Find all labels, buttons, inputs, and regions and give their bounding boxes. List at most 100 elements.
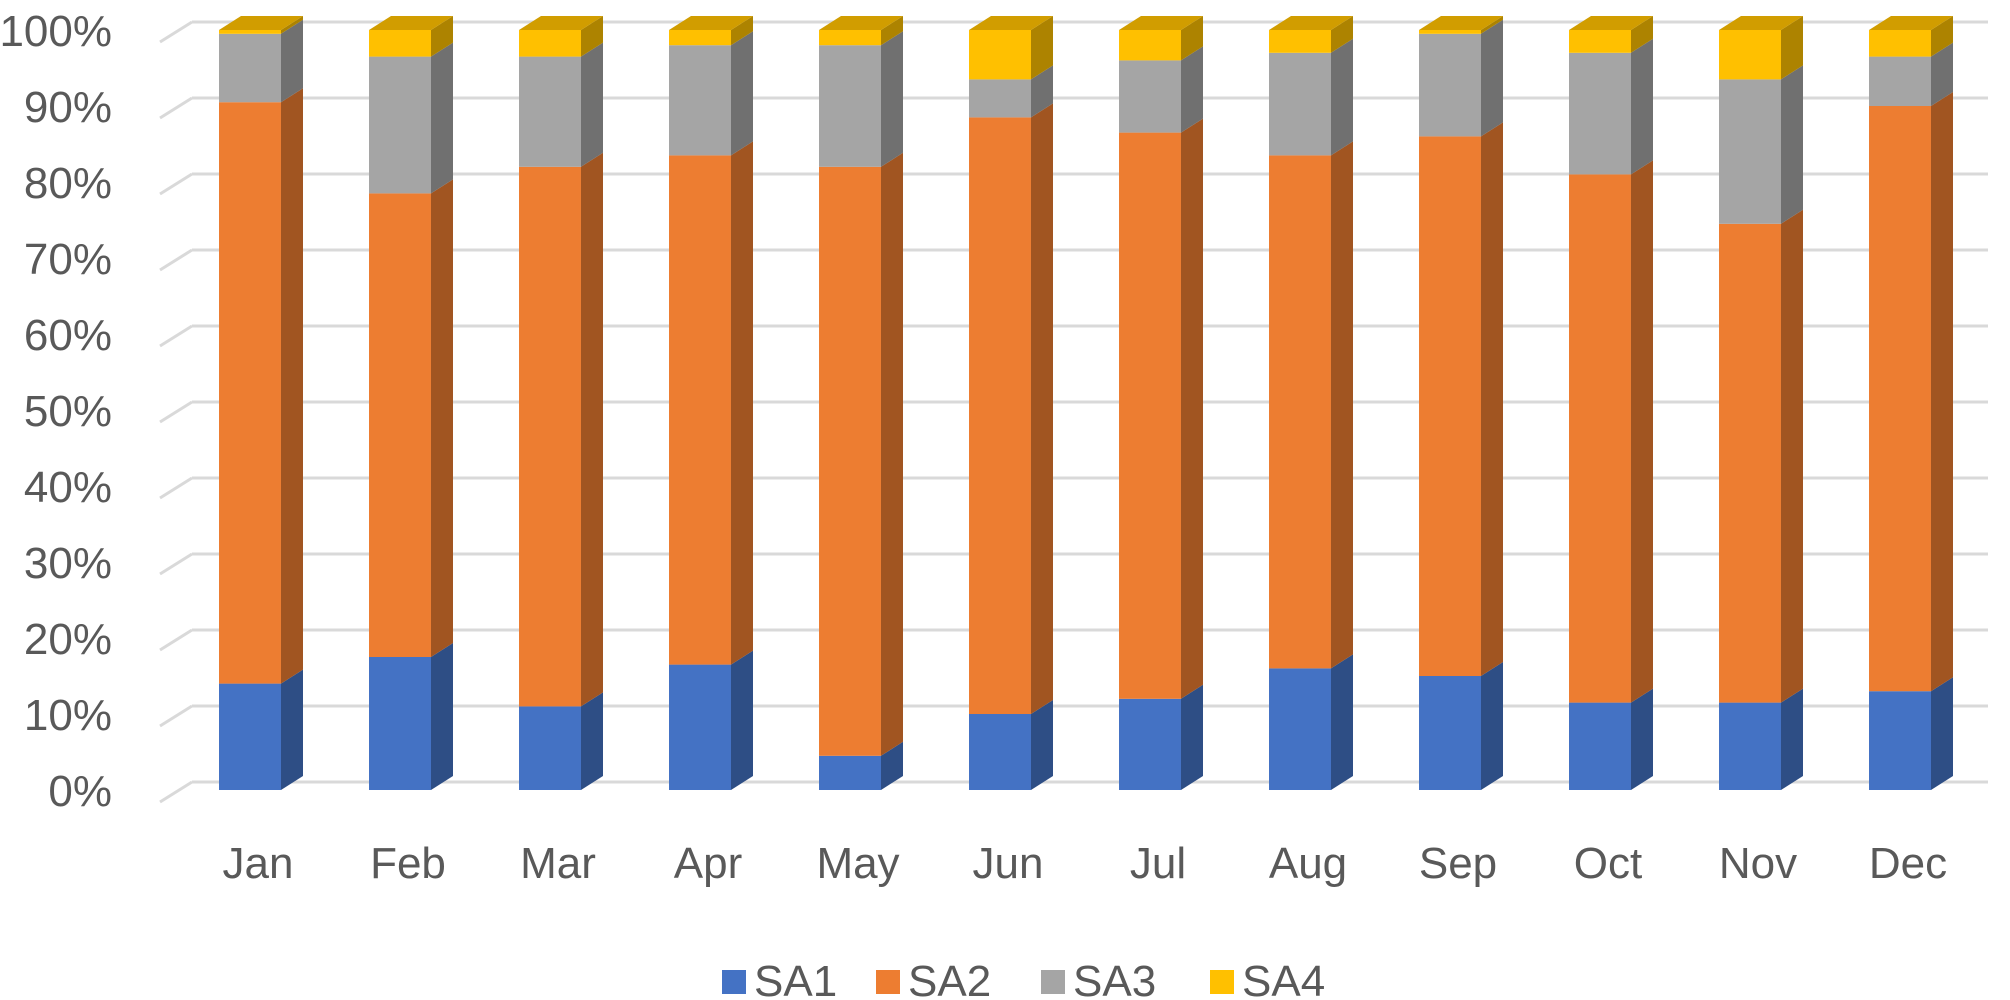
bar-stack-dec xyxy=(1869,16,1953,790)
bar-top-jan xyxy=(219,16,303,30)
bar-side-sa3-jul xyxy=(1181,46,1203,133)
bar-side-sa1-oct xyxy=(1631,688,1653,790)
bar-side-sa2-jul xyxy=(1181,118,1203,699)
legend-swatch-sa1 xyxy=(722,970,746,994)
bar-side-sa4-mar xyxy=(581,16,603,57)
bar-side-sa3-aug xyxy=(1331,38,1353,156)
x-tick-label: Nov xyxy=(1719,839,1797,888)
x-tick-label: Jun xyxy=(973,839,1044,888)
y-tick-label: 50% xyxy=(24,387,112,436)
bar-side-sa1-sep xyxy=(1481,662,1503,790)
bar-segment-sa1-jan xyxy=(219,683,281,790)
bar-segment-sa3-feb xyxy=(369,56,431,194)
bar-side-sa4-aug xyxy=(1331,16,1353,53)
bar-stack-mar xyxy=(519,16,603,790)
bar-segment-sa2-oct xyxy=(1569,174,1631,703)
bar-top-jun xyxy=(969,16,1053,30)
bar-side-sa2-may xyxy=(881,152,903,756)
bar-side-sa1-apr xyxy=(731,650,753,790)
bar-side-sa4-nov xyxy=(1781,16,1803,80)
bar-segment-sa1-dec xyxy=(1869,691,1931,790)
gridline-depth xyxy=(159,400,193,424)
bar-side-sa3-sep xyxy=(1481,19,1503,137)
bar-side-sa2-aug xyxy=(1331,141,1353,669)
bar-segment-sa2-jul xyxy=(1119,132,1181,699)
bar-segment-sa4-apr xyxy=(669,30,731,46)
bar-segment-sa4-dec xyxy=(1869,30,1931,57)
y-axis-tick-labels: 0% 10% 20% 30% 40% 50% 60% 70% 80% 90% 100% xyxy=(0,7,112,816)
x-tick-label: Oct xyxy=(1574,839,1642,888)
bar-segment-sa2-sep xyxy=(1419,136,1481,676)
bar-side-sa1-jan xyxy=(281,669,303,790)
bar-segment-sa4-feb xyxy=(369,30,431,57)
legend-swatch-sa4 xyxy=(1210,970,1234,994)
gridline-depth xyxy=(159,780,193,804)
bar-side-sa4-jan xyxy=(281,16,303,34)
bar-segment-sa1-feb xyxy=(369,657,431,790)
x-tick-label: Mar xyxy=(520,839,596,888)
bar-side-sa1-nov xyxy=(1781,688,1803,790)
bar-side-sa3-dec xyxy=(1931,42,1953,106)
bar-segment-sa3-nov xyxy=(1719,79,1781,224)
bar-top-may xyxy=(819,16,903,30)
gridlines xyxy=(159,20,1988,804)
gridline-depth xyxy=(159,172,193,196)
bar-segment-sa3-dec xyxy=(1869,56,1931,106)
bar-segment-sa1-nov xyxy=(1719,702,1781,790)
bar-segment-sa3-oct xyxy=(1569,52,1631,175)
bar-side-sa4-oct xyxy=(1631,16,1653,53)
bar-segment-sa3-sep xyxy=(1419,33,1481,137)
bar-side-sa2-mar xyxy=(581,152,603,707)
bar-stack-aug xyxy=(1269,16,1353,790)
x-tick-label: Jul xyxy=(1130,839,1186,888)
bar-side-sa3-jun xyxy=(1031,65,1053,118)
bar-side-sa2-jan xyxy=(281,88,303,684)
bar-segment-sa3-aug xyxy=(1269,52,1331,156)
y-tick-label: 0% xyxy=(48,767,112,816)
bar-side-sa2-sep xyxy=(1481,122,1503,676)
bar-side-sa3-may xyxy=(881,31,903,167)
bar-stack-feb xyxy=(369,16,453,790)
bar-side-sa1-jun xyxy=(1031,700,1053,790)
gridline-depth xyxy=(159,20,193,44)
y-tick-label: 70% xyxy=(24,235,112,284)
bar-segment-sa3-jul xyxy=(1119,60,1181,133)
legend-label-sa1: SA1 xyxy=(754,957,837,1000)
bar-top-jul xyxy=(1119,16,1203,30)
bar-segment-sa4-mar xyxy=(519,30,581,57)
bar-side-sa4-jul xyxy=(1181,16,1203,61)
bar-side-sa1-jul xyxy=(1181,684,1203,790)
bar-stack-may xyxy=(819,16,903,790)
bar-stack-sep xyxy=(1419,16,1503,790)
bar-side-sa4-may xyxy=(881,16,903,46)
bar-side-sa2-apr xyxy=(731,141,753,665)
y-tick-label: 80% xyxy=(24,159,112,208)
legend-label-sa4: SA4 xyxy=(1242,957,1325,1000)
bar-segment-sa1-aug xyxy=(1269,668,1331,790)
bar-segment-sa1-sep xyxy=(1419,676,1481,790)
gridline-depth xyxy=(159,324,193,348)
bar-side-sa2-feb xyxy=(431,179,453,657)
x-tick-label: May xyxy=(816,839,899,888)
x-tick-label: Apr xyxy=(674,839,742,888)
bar-side-sa2-dec xyxy=(1931,92,1953,692)
gridline-depth xyxy=(159,476,193,500)
y-tick-label: 100% xyxy=(0,7,112,56)
bar-stack-jan xyxy=(219,16,303,790)
y-tick-label: 10% xyxy=(24,691,112,740)
y-tick-label: 40% xyxy=(24,463,112,512)
legend-swatch-sa2 xyxy=(876,970,900,994)
bar-segment-sa4-nov xyxy=(1719,30,1781,80)
bar-segment-sa2-nov xyxy=(1719,223,1781,703)
bar-segment-sa3-jun xyxy=(969,79,1031,118)
bar-segment-sa4-sep xyxy=(1419,30,1481,34)
bar-top-dec xyxy=(1869,16,1953,30)
x-tick-label: Feb xyxy=(370,839,446,888)
bar-segment-sa2-jun xyxy=(969,117,1031,714)
bar-side-sa2-nov xyxy=(1781,209,1803,703)
bar-side-sa4-jun xyxy=(1031,16,1053,80)
bar-side-sa4-dec xyxy=(1931,16,1953,57)
bar-side-sa2-oct xyxy=(1631,160,1653,703)
x-tick-label: Aug xyxy=(1269,839,1347,888)
bar-side-sa3-jan xyxy=(281,19,303,103)
